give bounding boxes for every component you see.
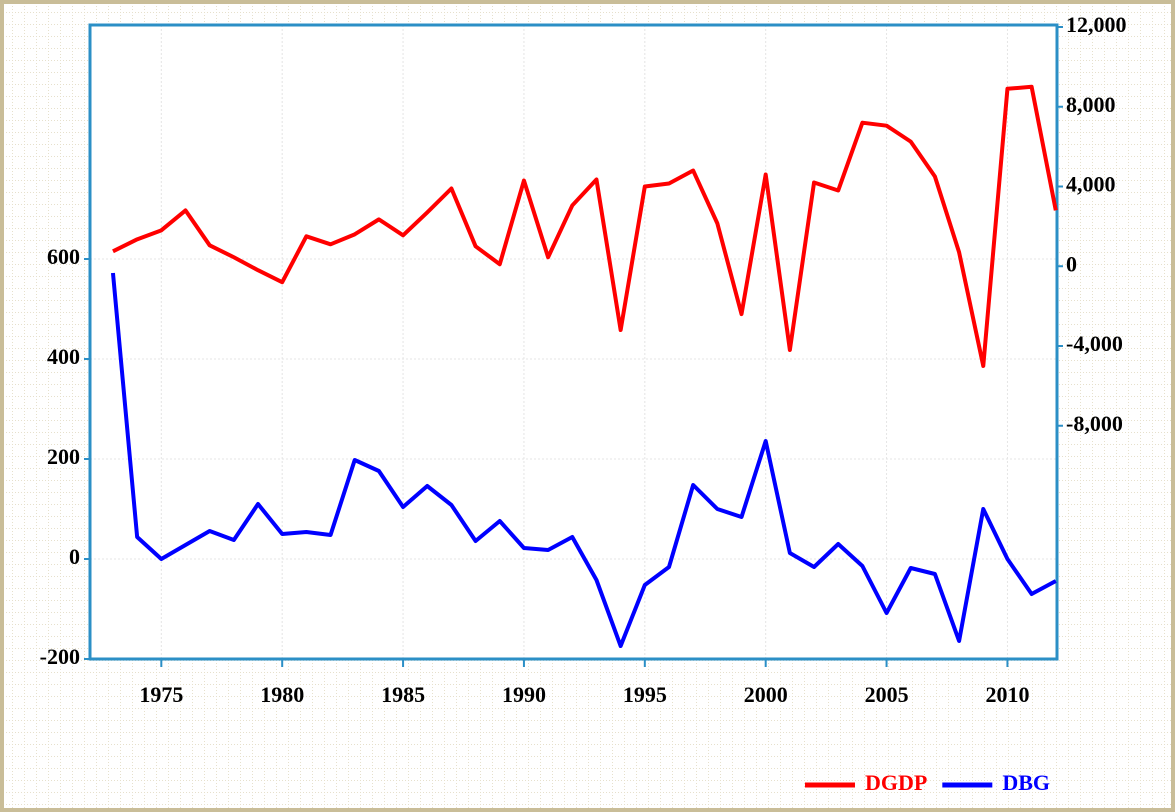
x-tick-label: 2000 bbox=[744, 682, 788, 707]
y2-tick-label: 4,000 bbox=[1066, 172, 1116, 197]
y-tick-label: -200 bbox=[40, 644, 80, 669]
y2-tick-label: -8,000 bbox=[1066, 411, 1123, 436]
legend-label: DBG bbox=[1002, 770, 1050, 795]
x-tick-label: 1975 bbox=[139, 682, 183, 707]
y-tick-label: 400 bbox=[47, 344, 80, 369]
plot-border bbox=[88, 23, 1059, 661]
series-line bbox=[110, 272, 1057, 648]
y-tick-label: 200 bbox=[47, 444, 80, 469]
plot-area bbox=[90, 25, 1057, 659]
y2-tick-label: -4,000 bbox=[1066, 331, 1123, 356]
x-tick-label: 1995 bbox=[623, 682, 667, 707]
y2-tick-label: 12,000 bbox=[1066, 12, 1127, 37]
y2-tick-label: 0 bbox=[1066, 251, 1077, 276]
y-tick-label: 0 bbox=[69, 544, 80, 569]
legend-label: DGDP bbox=[865, 770, 927, 795]
y-tick-label: 600 bbox=[47, 244, 80, 269]
x-tick-label: 1990 bbox=[502, 682, 546, 707]
x-tick-label: 1980 bbox=[260, 682, 304, 707]
x-tick-label: 2010 bbox=[985, 682, 1029, 707]
y2-tick-label: 8,000 bbox=[1066, 92, 1116, 117]
series-line bbox=[112, 84, 1058, 368]
x-tick-label: 2005 bbox=[865, 682, 909, 707]
x-tick-label: 1985 bbox=[381, 682, 425, 707]
